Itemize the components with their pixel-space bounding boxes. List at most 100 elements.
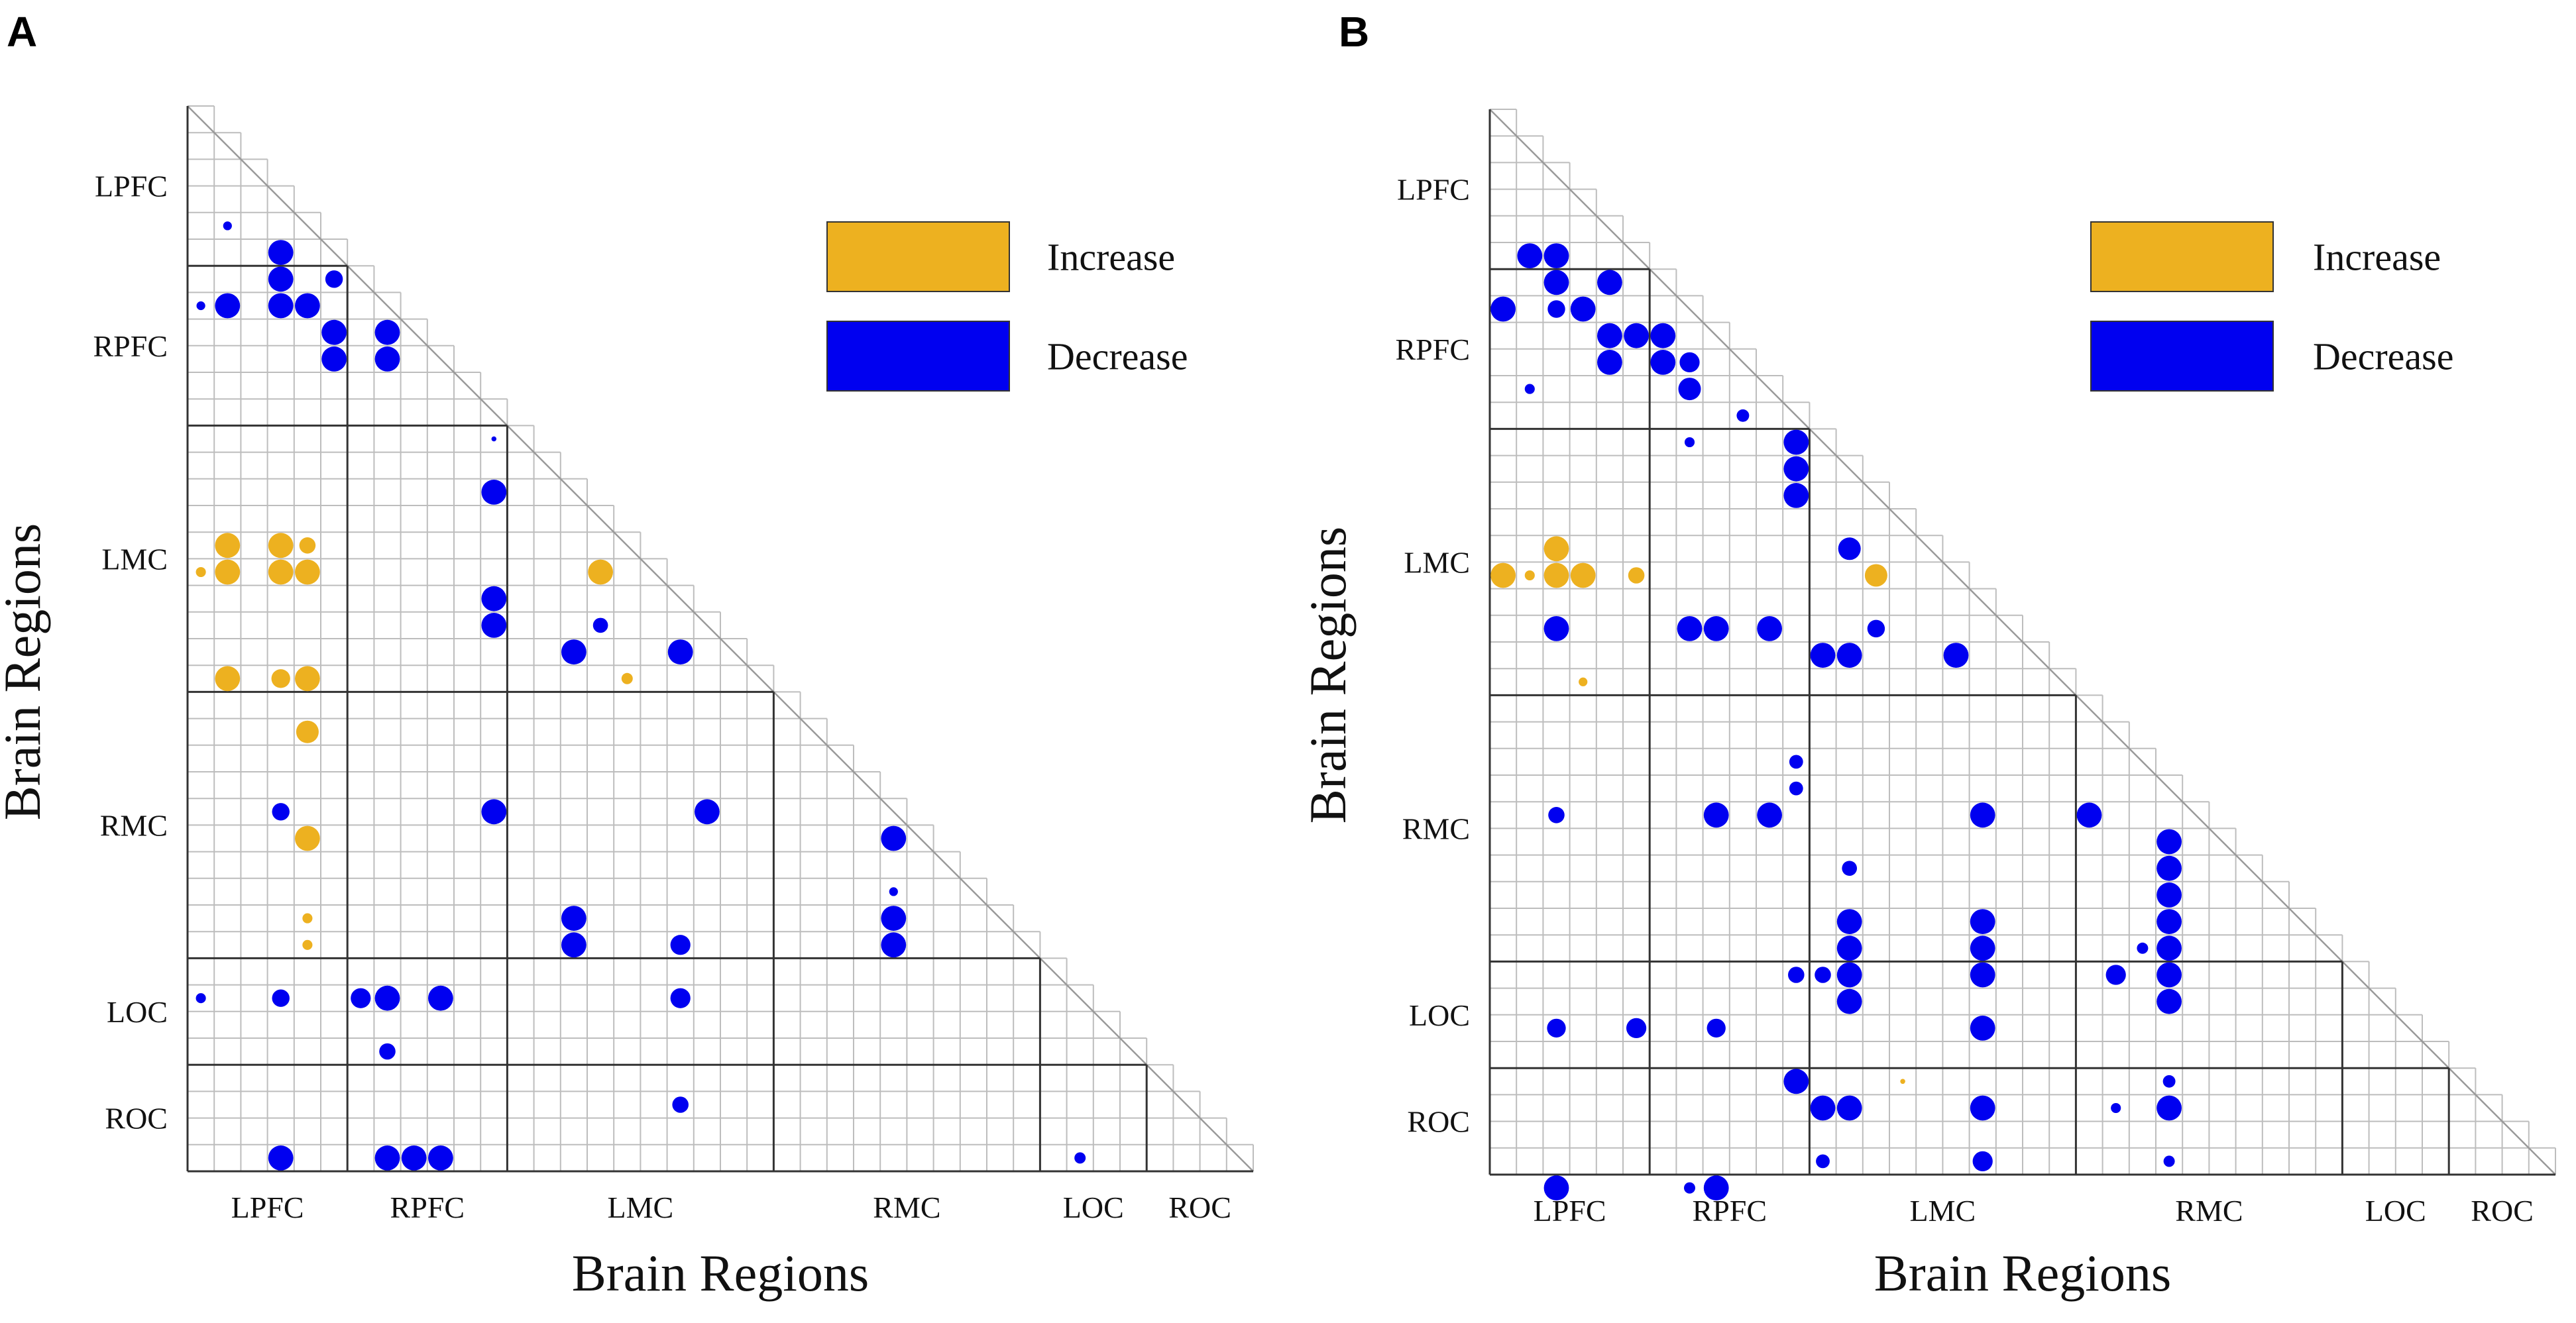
x-tick-label-lmc: LMC: [1910, 1194, 1976, 1228]
point-decrease: [889, 887, 898, 896]
point-decrease: [2156, 855, 2182, 881]
point-decrease: [1816, 1154, 1830, 1169]
legend-swatch-decrease: [2090, 321, 2274, 392]
x-tick-label-loc: LOC: [1063, 1191, 1124, 1224]
x-tick-label-loc: LOC: [2365, 1194, 2426, 1228]
point-increase: [268, 533, 294, 558]
point-decrease: [1970, 1016, 1995, 1041]
point-decrease: [1597, 350, 1622, 375]
point-increase: [1570, 562, 1596, 588]
point-decrease: [1783, 1069, 1809, 1094]
point-decrease: [1677, 616, 1703, 641]
point-decrease: [491, 436, 497, 442]
x-tick-label-lpfc: LPFC: [1534, 1194, 1606, 1228]
point-decrease: [1757, 616, 1782, 641]
point-decrease: [1970, 802, 1995, 828]
point-increase: [302, 913, 313, 924]
y-tick-label-lmc: LMC: [1404, 545, 1470, 579]
point-decrease: [561, 906, 587, 931]
point-decrease: [325, 270, 343, 288]
point-decrease: [1679, 352, 1700, 373]
point-decrease: [2111, 1102, 2121, 1114]
point-decrease: [223, 221, 232, 231]
point-decrease: [1570, 296, 1596, 322]
point-decrease: [1626, 1018, 1647, 1039]
point-decrease: [401, 1145, 427, 1171]
point-decrease: [1836, 643, 1862, 668]
point-decrease: [1597, 270, 1622, 295]
x-tick-label-roc: ROC: [2471, 1194, 2534, 1228]
legend-label-increase: Increase: [2313, 236, 2441, 279]
x-tick-label-lpfc: LPFC: [231, 1191, 304, 1224]
point-decrease: [561, 932, 587, 958]
point-decrease: [2156, 882, 2182, 908]
point-decrease: [374, 346, 400, 372]
point-decrease: [2156, 829, 2182, 855]
legend-label-decrease: Decrease: [1047, 335, 1188, 378]
point-decrease: [1970, 909, 1995, 934]
diagonal-line: [1489, 109, 2556, 1175]
point-decrease: [1547, 1018, 1566, 1038]
point-decrease: [1490, 296, 1516, 322]
point-decrease: [1836, 935, 1862, 961]
point-decrease: [1970, 962, 1995, 988]
point-decrease: [2156, 962, 2182, 988]
point-decrease: [374, 1145, 400, 1171]
point-decrease: [1543, 270, 1569, 295]
point-decrease: [1547, 300, 1565, 318]
point-decrease: [1074, 1152, 1086, 1164]
point-decrease: [351, 988, 371, 1008]
point-decrease: [1789, 781, 1803, 796]
point-decrease: [268, 240, 294, 265]
legend-swatch-increase: [826, 221, 1010, 292]
point-decrease: [196, 301, 205, 311]
region-dividers: [1488, 109, 2555, 1176]
point-decrease: [670, 935, 691, 955]
panel-b: LPFC LPFC RPFC RPFC LMC LMC RMC RMC LOC LOC ROC ROC…: [1299, 8, 2556, 1302]
legend-swatch-decrease: [826, 321, 1010, 392]
point-increase: [295, 559, 320, 585]
point-decrease: [695, 799, 720, 825]
x-tick-label-rpfc: RPFC: [1693, 1194, 1767, 1228]
point-increase: [1543, 536, 1569, 562]
x-tick-label-rmc: RMC: [2175, 1194, 2243, 1228]
point-decrease: [1543, 1175, 1569, 1200]
point-decrease: [1836, 909, 1862, 934]
legend-label-decrease: Decrease: [2313, 335, 2454, 378]
point-decrease: [1970, 1095, 1995, 1121]
point-decrease: [1757, 802, 1782, 828]
point-decrease: [1678, 378, 1701, 401]
point-decrease: [1548, 807, 1565, 823]
region-dividers: [186, 106, 1253, 1173]
point-decrease: [481, 480, 507, 505]
point-decrease: [672, 1096, 689, 1113]
point-decrease: [670, 988, 691, 1008]
point-increase: [1490, 562, 1516, 588]
point-increase: [215, 559, 241, 585]
y-tick-label-rpfc: RPFC: [1395, 333, 1470, 366]
point-decrease: [1783, 483, 1809, 508]
y-tick-label-lpfc: LPFC: [1397, 173, 1470, 207]
point-increase: [1864, 564, 1887, 587]
point-decrease: [1683, 1182, 1696, 1194]
x-tick-label-lmc: LMC: [608, 1191, 674, 1224]
point-increase: [215, 666, 241, 692]
legend: Increase Decrease: [2090, 221, 2454, 392]
point-decrease: [1650, 350, 1676, 375]
point-decrease: [881, 932, 907, 958]
point-decrease: [1842, 861, 1858, 876]
point-increase: [271, 669, 290, 688]
data-points: [1490, 243, 2182, 1200]
point-increase: [268, 559, 294, 585]
point-decrease: [196, 993, 206, 1004]
point-increase: [302, 939, 313, 950]
point-increase: [1900, 1079, 1905, 1085]
point-decrease: [1624, 323, 1649, 348]
point-decrease: [1815, 967, 1831, 983]
x-tick-label-roc: ROC: [1168, 1191, 1231, 1224]
point-decrease: [1943, 643, 1969, 668]
data-points: [196, 221, 1086, 1171]
point-decrease: [2156, 909, 2182, 934]
point-increase: [1628, 567, 1645, 584]
point-decrease: [1972, 1151, 1993, 1172]
